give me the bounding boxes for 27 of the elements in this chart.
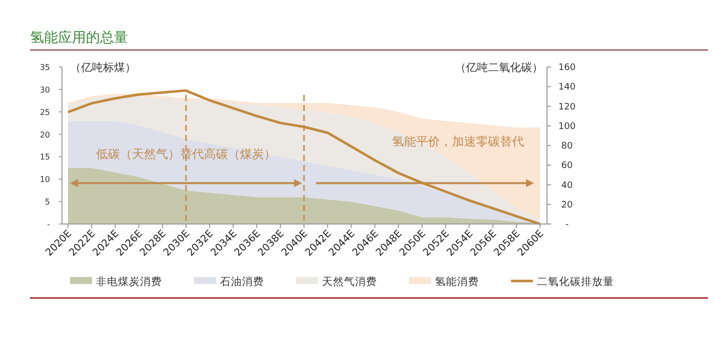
y-tick-label: 15 (40, 152, 50, 162)
annotation: 氢能平价，加速零碳替代 (392, 134, 524, 148)
y-tick-label: 35 (40, 63, 50, 72)
y2-tick-label: 60 (561, 161, 573, 172)
chart-title: 氢能应用的总量 (30, 30, 128, 46)
y-tick-label: - (47, 220, 50, 229)
annotation: 低碳（天然气）替代高碳（煤炭） (96, 147, 276, 162)
y-tick-label: 25 (40, 108, 50, 117)
y2-tick-label: 40 (561, 180, 573, 191)
y-axis-title: （亿吨标煤） (70, 61, 136, 74)
legend-label: 石油消费 (220, 275, 264, 288)
y2-axis-title: （亿吨二氧化碳） (455, 61, 543, 74)
y2-tick-label: 20 (561, 200, 573, 210)
y2-tick-label: 120 (558, 102, 576, 112)
y2-tick-label: - (565, 220, 569, 230)
y-tick-label: 30 (40, 85, 50, 94)
y2-tick-label: 160 (558, 63, 576, 73)
legend-label: 氢能消费 (435, 275, 479, 288)
y2-tick-label: 140 (558, 82, 576, 93)
legend-label: 二氧化碳排放量 (537, 276, 614, 288)
y-tick-label: 20 (40, 130, 50, 140)
legend-label: 非电煤炭消费 (96, 275, 162, 288)
y2-tick-label: 100 (558, 122, 576, 132)
y-tick-label: 10 (40, 175, 50, 184)
legend-label: 天然气消费 (322, 275, 377, 288)
y-tick-label: 5 (44, 198, 50, 207)
y2-tick-label: 80 (561, 142, 573, 152)
